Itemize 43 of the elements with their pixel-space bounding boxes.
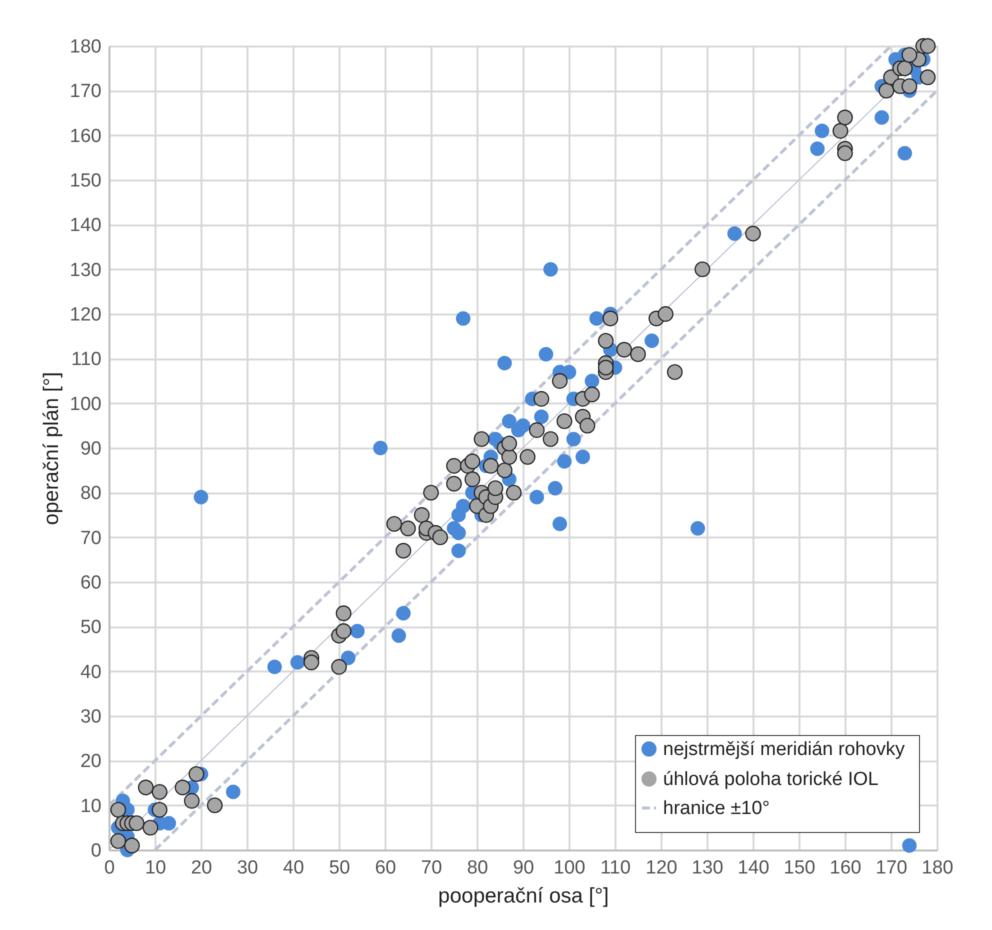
y-tick-label: 20	[80, 751, 102, 772]
y-tick-label: 140	[70, 215, 102, 236]
legend-label: hranice ±10°	[663, 798, 770, 819]
x-tick-label: 30	[236, 858, 258, 878]
y-axis-title: operační plán [°]	[40, 372, 63, 526]
x-tick-label: 180	[922, 858, 954, 878]
x-tick-label: 110	[600, 858, 631, 878]
x-tick-label: 10	[144, 858, 166, 878]
y-tick-label: 120	[70, 304, 102, 326]
x-tick-label: 130	[692, 858, 724, 878]
y-tick-label: 180	[70, 36, 102, 58]
x-tick-label: 0	[104, 858, 115, 878]
y-tick-label: 100	[70, 394, 102, 415]
y-tick-label: 50	[80, 617, 102, 638]
y-tick-label: 40	[80, 662, 102, 683]
y-tick-label: 10	[80, 796, 102, 817]
x-tick-label: 20	[190, 858, 212, 878]
y-tick-label: 80	[80, 483, 102, 504]
x-axis-title: pooperační osa [°]	[438, 884, 609, 908]
x-tick-label: 160	[830, 858, 862, 878]
x-tick-label: 150	[784, 858, 816, 878]
x-tick-label: 100	[554, 858, 586, 878]
y-tick-label: 170	[70, 81, 102, 102]
y-tick-label: 150	[70, 170, 102, 192]
y-tick-label: 160	[70, 126, 102, 147]
x-tick-label: 70	[420, 858, 442, 878]
x-tick-label: 50	[328, 858, 350, 878]
y-tick-label: 30	[80, 706, 102, 728]
y-tick-label: 70	[80, 528, 102, 549]
x-tick-label: 90	[512, 858, 534, 878]
x-tick-label: 140	[738, 858, 770, 878]
legend-label: úhlová poloha torické IOL	[663, 769, 878, 790]
x-tick-label: 40	[282, 858, 304, 878]
y-tick-label: 0	[90, 840, 102, 862]
y-tick-label: 60	[80, 572, 102, 594]
legend-label: nejstrmější meridián rohovky	[663, 739, 906, 760]
x-tick-label: 80	[466, 858, 488, 878]
x-tick-label: 170	[876, 858, 908, 878]
x-tick-label: 60	[374, 858, 396, 878]
y-tick-label: 90	[80, 438, 102, 460]
x-tick-label: 120	[646, 858, 678, 878]
y-tick-label: 130	[70, 260, 102, 281]
y-tick-label: 110	[71, 349, 102, 370]
